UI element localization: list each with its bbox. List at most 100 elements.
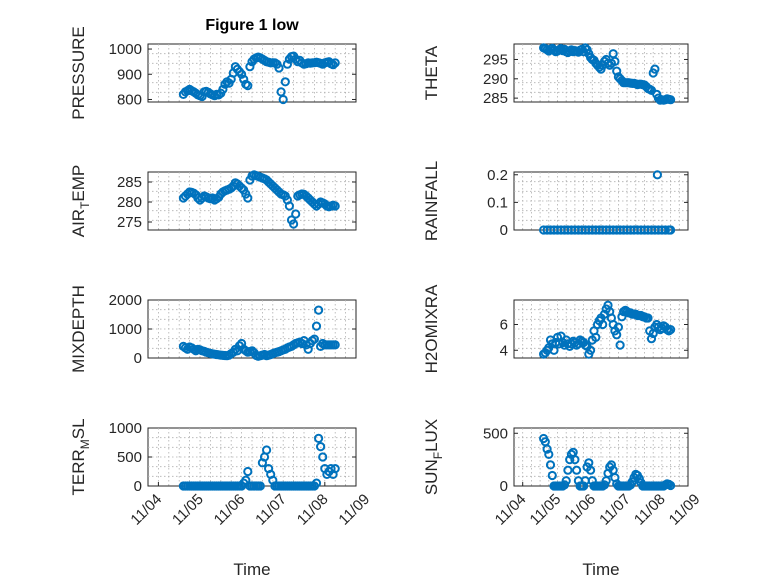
y-axis-label: H2OMIXRA <box>422 284 441 373</box>
y-tick-label: 280 <box>117 194 142 211</box>
y-tick-label: 285 <box>117 174 142 191</box>
data-point <box>311 321 322 331</box>
data-point <box>282 59 292 69</box>
data-point <box>591 332 601 342</box>
data-point <box>255 481 265 491</box>
subplot-6: 4 6 H2OMIXRA <box>422 284 689 373</box>
data-point <box>598 319 608 330</box>
data-point <box>599 480 610 490</box>
data-point <box>561 476 571 486</box>
data-point <box>284 201 294 211</box>
data-point <box>314 199 324 209</box>
y-tick-label: 2000 <box>109 292 142 309</box>
data-point <box>218 84 228 95</box>
y-axis-label: SUNFLUX <box>422 419 445 495</box>
y-axis-label: RAINFALL <box>422 161 441 241</box>
x-tick-label: 11/07 <box>252 491 290 529</box>
data-point <box>314 433 324 443</box>
data-point <box>239 74 249 84</box>
y-tick-label: 0 <box>500 222 508 239</box>
data-point <box>586 345 596 355</box>
y-tick-label: 1000 <box>109 41 142 58</box>
data-point <box>650 64 660 74</box>
data-point <box>660 225 671 235</box>
data-point <box>606 460 617 470</box>
y-tick-label: 800 <box>117 91 142 108</box>
data-point <box>330 58 340 68</box>
data-point <box>262 445 272 455</box>
x-axis-label: Time <box>233 560 270 579</box>
y-tick-label: 0 <box>134 478 142 495</box>
x-tick-label: 11/06 <box>211 491 249 529</box>
data-point <box>330 464 340 474</box>
data-point <box>314 305 324 315</box>
data-point <box>309 334 319 344</box>
y-tick-label: 290 <box>483 71 508 88</box>
data-point <box>243 81 253 91</box>
y-axis-label: AIRTEMP <box>69 165 92 238</box>
y-axis-label: THETA <box>422 45 441 100</box>
data-point <box>243 193 253 203</box>
subplot-3: 275 280 285 AIRTEMP <box>69 165 357 238</box>
data-point <box>237 69 247 79</box>
data-point <box>586 465 596 475</box>
data-point <box>544 449 554 459</box>
x-tick-label: 11/05 <box>527 491 565 529</box>
data-point <box>610 56 620 67</box>
y-tick-label: 6 <box>500 316 508 333</box>
data-point <box>291 209 301 219</box>
x-tick-label: 11/09 <box>666 491 704 529</box>
y-tick-label: 0 <box>134 350 142 367</box>
y-tick-label: 500 <box>117 449 142 466</box>
y-axis-label: MIXDEPTH <box>69 285 88 373</box>
y-tick-label: 1000 <box>109 321 142 338</box>
data-point <box>311 478 322 488</box>
figure-title: Figure 1 low <box>205 17 299 34</box>
data-point <box>542 444 552 454</box>
subplot-4: 0 0.1 0.2 RAINFALL <box>422 161 689 241</box>
data-point <box>666 325 676 335</box>
data-point <box>243 466 253 477</box>
data-point <box>318 452 328 462</box>
y-axis-label: TERRMSL <box>69 418 92 495</box>
data-point <box>666 480 676 491</box>
data-point <box>652 170 663 180</box>
data-point <box>545 460 556 470</box>
data-point <box>666 95 676 105</box>
data-point <box>330 340 340 350</box>
data-point <box>280 77 290 87</box>
data-point <box>330 201 340 211</box>
data-point <box>559 480 570 490</box>
data-point <box>643 313 653 323</box>
y-tick-label: 900 <box>117 66 142 83</box>
data-point <box>245 62 255 72</box>
y-axis-label: PRESSURE <box>69 26 88 120</box>
data-point <box>646 334 657 344</box>
y-tick-label: 500 <box>483 425 508 442</box>
y-tick-label: 0.1 <box>487 194 508 211</box>
data-point <box>570 455 580 465</box>
data-point <box>237 183 247 193</box>
data-point <box>278 94 288 105</box>
y-tick-label: 285 <box>483 90 508 107</box>
data-point <box>634 474 644 484</box>
data-point <box>241 475 251 485</box>
x-tick-label: 11/08 <box>631 491 669 529</box>
data-point <box>289 219 299 229</box>
data-point <box>316 442 326 452</box>
data-point <box>565 455 575 465</box>
x-tick-label: 11/04 <box>492 491 530 529</box>
x-tick-label: 11/09 <box>335 491 373 529</box>
data-point <box>301 340 311 350</box>
data-point <box>563 465 573 475</box>
data-point <box>579 481 589 491</box>
data-point <box>547 470 557 481</box>
data-point <box>274 63 284 73</box>
subplot-7: 0 500 1000 11/04 11/05 11/06 11/07 11/08 11/09 Ti… <box>69 418 373 579</box>
x-axis-label: Time <box>582 560 619 579</box>
data-point <box>666 225 676 235</box>
subplot-5: 0 1000 2000 MIXDEPTH <box>69 285 357 373</box>
x-tick-label: 11/06 <box>561 491 599 529</box>
